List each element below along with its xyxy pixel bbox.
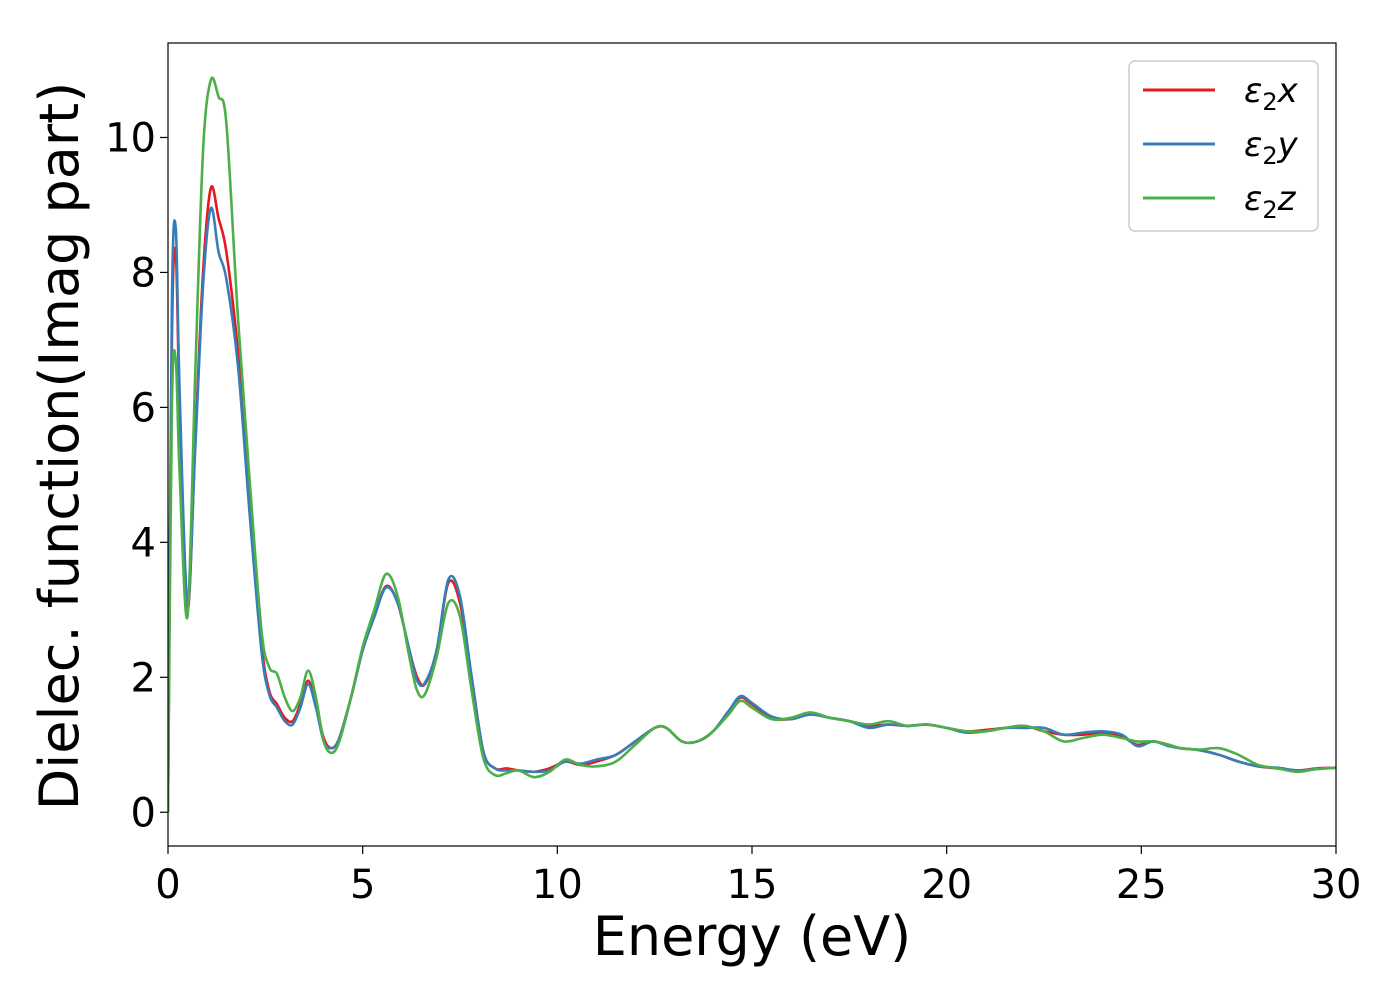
x-tick-label: 5: [350, 862, 375, 908]
x-tick-label: 30: [1311, 862, 1362, 908]
y-tick-label: 4: [131, 520, 156, 566]
y-axis-label: Dielec. function(Imag part): [28, 82, 91, 811]
x-tick-label: 20: [921, 862, 972, 908]
y-tick-label: 2: [131, 655, 156, 701]
x-axis-label: Energy (eV): [593, 905, 912, 968]
x-axis-ticks: 0 5 10 15 20 25 30: [155, 846, 1361, 908]
y-tick-label: 8: [131, 250, 156, 296]
y-tick-label: 0: [131, 790, 156, 836]
y-tick-label: 6: [131, 385, 156, 431]
series-layer: [168, 76, 1336, 813]
series-line-y: [168, 206, 1336, 813]
x-tick-label: 25: [1116, 862, 1167, 908]
legend: ε2x ε2y ε2z: [1128, 60, 1319, 232]
x-tick-label: 10: [532, 862, 583, 908]
legend-label-x: ε2x: [1244, 71, 1299, 116]
legend-label-y: ε2y: [1244, 125, 1299, 170]
x-tick-label: 15: [727, 862, 778, 908]
legend-label-z: ε2z: [1244, 179, 1297, 224]
y-tick-label: 10: [105, 115, 156, 161]
legend-box: [1128, 60, 1319, 232]
y-axis-ticks: 0 2 4 6 8 10: [105, 115, 168, 836]
x-tick-label: 0: [155, 862, 180, 908]
series-line-z: [168, 76, 1336, 813]
